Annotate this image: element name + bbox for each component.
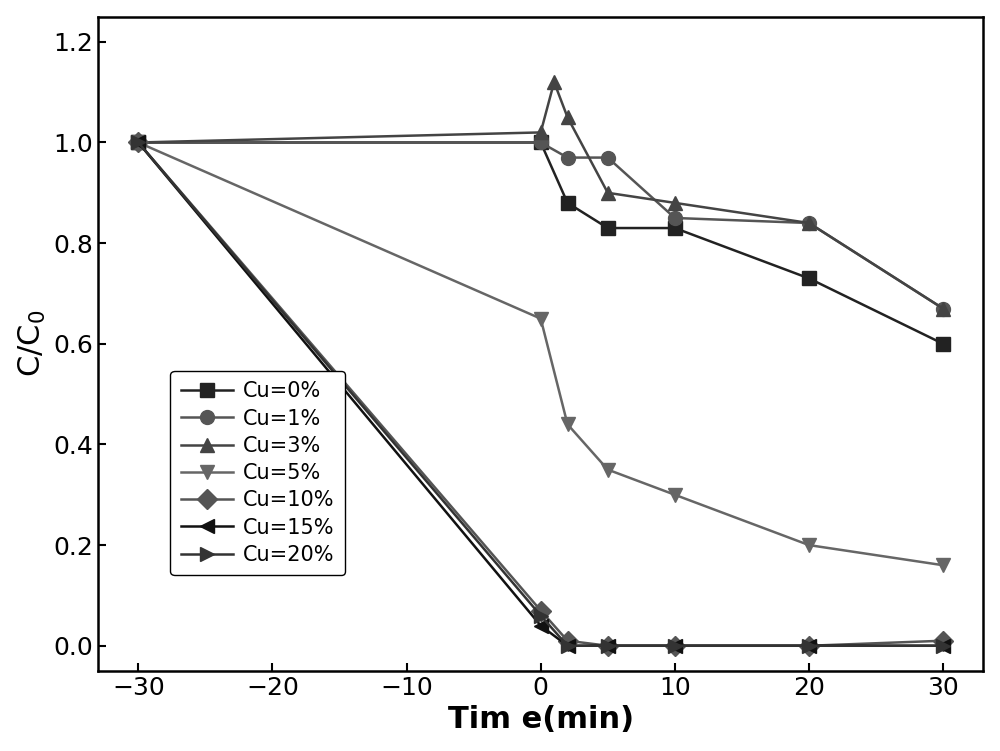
Cu=3% <box>602 189 614 198</box>
Cu=1% <box>937 304 949 313</box>
Cu=3% <box>669 198 681 207</box>
Cu=0% <box>803 274 815 283</box>
Cu=0% <box>562 198 574 207</box>
Cu=0% <box>669 224 681 233</box>
Cu=5% <box>803 541 815 550</box>
Line: Cu=5%: Cu=5% <box>131 135 950 572</box>
Cu=3% <box>803 219 815 228</box>
Line: Cu=0%: Cu=0% <box>131 135 950 351</box>
Cu=1% <box>602 153 614 162</box>
X-axis label: Tim e(min): Tim e(min) <box>448 705 634 734</box>
Cu=5% <box>602 465 614 474</box>
Cu=20% <box>562 641 574 650</box>
Cu=15% <box>937 641 949 650</box>
Legend: Cu=0%, Cu=1%, Cu=3%, Cu=5%, Cu=10%, Cu=15%, Cu=20%: Cu=0%, Cu=1%, Cu=3%, Cu=5%, Cu=10%, Cu=1… <box>170 371 345 575</box>
Cu=1% <box>535 138 547 147</box>
Cu=15% <box>803 641 815 650</box>
Cu=5% <box>937 561 949 570</box>
Cu=10% <box>803 641 815 650</box>
Cu=1% <box>562 153 574 162</box>
Cu=0% <box>937 339 949 348</box>
Cu=20% <box>535 611 547 620</box>
Cu=20% <box>132 138 144 147</box>
Line: Cu=20%: Cu=20% <box>131 135 950 653</box>
Cu=10% <box>937 636 949 645</box>
Cu=15% <box>535 621 547 630</box>
Cu=10% <box>535 606 547 615</box>
Cu=10% <box>132 138 144 147</box>
Line: Cu=10%: Cu=10% <box>131 135 950 653</box>
Line: Cu=1%: Cu=1% <box>131 135 950 315</box>
Cu=1% <box>669 213 681 222</box>
Cu=3% <box>535 128 547 137</box>
Cu=20% <box>937 641 949 650</box>
Cu=20% <box>669 641 681 650</box>
Cu=15% <box>602 641 614 650</box>
Cu=15% <box>669 641 681 650</box>
Cu=10% <box>602 641 614 650</box>
Line: Cu=15%: Cu=15% <box>131 135 950 653</box>
Cu=5% <box>669 490 681 499</box>
Cu=5% <box>562 420 574 429</box>
Cu=5% <box>132 138 144 147</box>
Cu=1% <box>132 138 144 147</box>
Cu=3% <box>548 77 560 86</box>
Cu=10% <box>669 641 681 650</box>
Cu=3% <box>937 304 949 313</box>
Cu=0% <box>602 224 614 233</box>
Cu=3% <box>132 138 144 147</box>
Cu=20% <box>803 641 815 650</box>
Cu=10% <box>562 636 574 645</box>
Y-axis label: C/C$_0$: C/C$_0$ <box>17 310 48 378</box>
Line: Cu=3%: Cu=3% <box>131 75 950 315</box>
Cu=5% <box>535 314 547 323</box>
Cu=20% <box>602 641 614 650</box>
Cu=1% <box>803 219 815 228</box>
Cu=15% <box>562 641 574 650</box>
Cu=0% <box>132 138 144 147</box>
Cu=15% <box>132 138 144 147</box>
Cu=0% <box>535 138 547 147</box>
Cu=3% <box>562 113 574 122</box>
